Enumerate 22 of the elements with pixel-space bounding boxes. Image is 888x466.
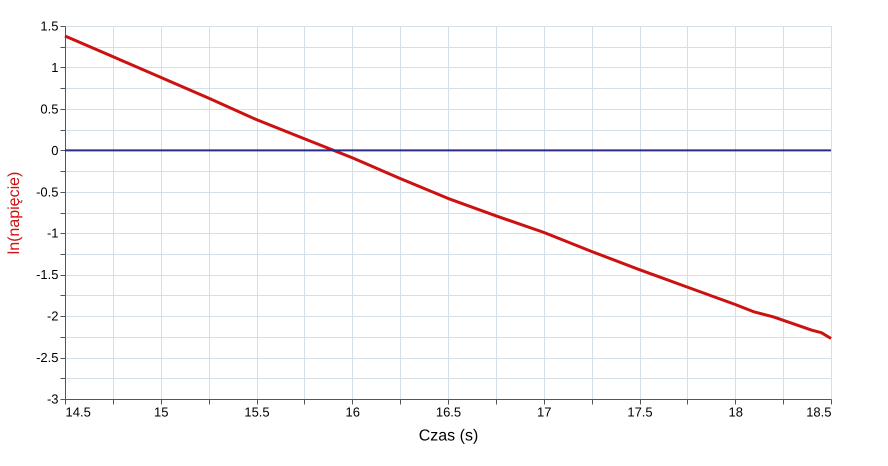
x-axis-title: Czas (s) — [418, 428, 478, 444]
y-tick-label: 1.5 — [40, 18, 58, 34]
y-tick-label: -0.5 — [36, 184, 58, 200]
x-tick-label: 14.5 — [66, 404, 91, 420]
x-tick-label: 16.5 — [436, 404, 462, 420]
x-tick-label: 15.5 — [244, 404, 270, 420]
y-tick-label: -3 — [46, 392, 58, 406]
x-tick-label: 17 — [537, 404, 552, 420]
x-tick-label: 16 — [346, 404, 360, 420]
y-tick-label: -2.5 — [36, 350, 58, 366]
y-tick-label: 0 — [51, 142, 58, 158]
y-axis-title: ln(napięcie) — [6, 172, 24, 254]
y-tick-label: -1.5 — [36, 267, 58, 282]
line-series — [64, 34, 832, 340]
x-tick-label: 15 — [154, 404, 168, 420]
x-tick-label: 18 — [728, 404, 743, 420]
y-tick-label: -1 — [46, 226, 58, 241]
x-tick-label: 17.5 — [627, 404, 653, 420]
y-tick-label: 0.5 — [40, 101, 58, 116]
x-tick-label: 18.5 — [806, 404, 832, 420]
y-tick-label: -2 — [46, 308, 58, 324]
y-tick-label: 1 — [51, 60, 58, 75]
